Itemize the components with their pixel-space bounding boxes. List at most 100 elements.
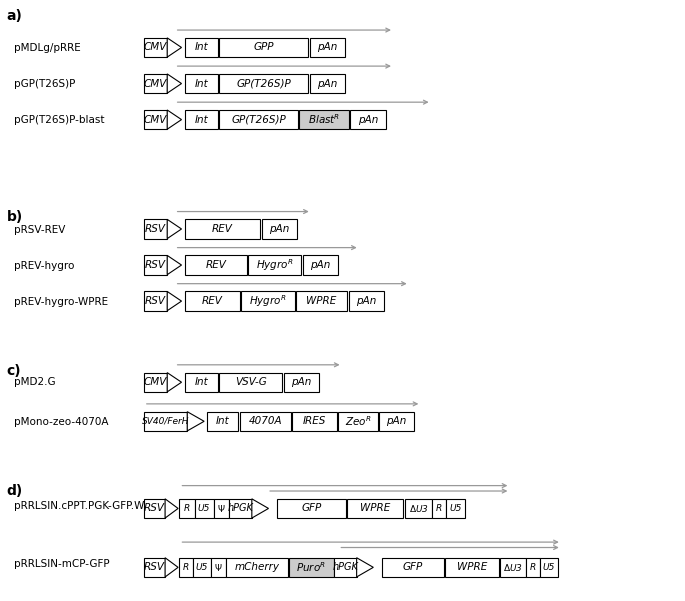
Polygon shape — [252, 499, 269, 518]
Text: Int: Int — [195, 377, 208, 387]
Text: RSV: RSV — [144, 563, 165, 572]
Bar — [446, 499, 465, 518]
Bar — [248, 255, 301, 275]
Bar — [540, 558, 558, 577]
Bar — [219, 74, 308, 93]
Polygon shape — [357, 558, 373, 577]
Text: WPRE: WPRE — [457, 563, 487, 572]
Text: REV: REV — [202, 296, 223, 306]
Text: pMDLg/pRRE: pMDLg/pRRE — [14, 43, 80, 53]
Bar — [219, 110, 298, 129]
Bar — [262, 219, 297, 239]
Bar — [219, 38, 308, 57]
Text: hPGK: hPGK — [227, 504, 253, 513]
Bar — [500, 558, 526, 577]
Text: WPRE: WPRE — [306, 296, 337, 306]
Bar — [284, 373, 319, 392]
Text: IRES: IRES — [303, 416, 327, 426]
Text: R: R — [530, 563, 536, 572]
Polygon shape — [167, 373, 182, 392]
Text: pAn: pAn — [310, 260, 331, 270]
Bar — [179, 558, 193, 577]
Bar — [382, 558, 444, 577]
Bar — [144, 219, 167, 239]
Bar — [185, 110, 218, 129]
Text: Hygro$^R$: Hygro$^R$ — [249, 293, 286, 309]
Text: $\Delta$U3: $\Delta$U3 — [503, 562, 523, 573]
Text: RSV: RSV — [145, 260, 166, 270]
Text: U5: U5 — [196, 563, 208, 572]
Bar — [226, 558, 288, 577]
Text: 4070A: 4070A — [249, 416, 282, 426]
Text: pAn: pAn — [291, 377, 312, 387]
Polygon shape — [167, 110, 182, 129]
Text: Hygro$^R$: Hygro$^R$ — [256, 257, 293, 273]
Bar — [185, 291, 240, 311]
Text: $\Psi$: $\Psi$ — [217, 503, 225, 514]
Text: c): c) — [7, 364, 21, 377]
Bar — [350, 110, 386, 129]
Bar — [144, 110, 167, 129]
Text: CMV: CMV — [144, 115, 167, 124]
Bar — [211, 558, 226, 577]
Bar — [296, 291, 347, 311]
Text: pGP(T26S)P-blast: pGP(T26S)P-blast — [14, 115, 104, 125]
Text: pRRLSIN.cPPT.PGK-GFP.WPRE: pRRLSIN.cPPT.PGK-GFP.WPRE — [14, 501, 164, 511]
Bar — [303, 255, 338, 275]
Text: CMV: CMV — [144, 43, 167, 52]
Bar — [292, 412, 337, 431]
Bar — [185, 219, 260, 239]
Bar — [334, 558, 357, 577]
Text: hPGK: hPGK — [332, 563, 358, 572]
Text: GFP: GFP — [403, 563, 423, 572]
Bar — [185, 255, 247, 275]
Text: Int: Int — [216, 416, 229, 426]
Text: Int: Int — [195, 43, 208, 52]
Text: pREV-hygro-WPRE: pREV-hygro-WPRE — [14, 297, 108, 307]
Bar — [229, 499, 252, 518]
Text: b): b) — [7, 210, 23, 224]
Bar — [193, 558, 211, 577]
Bar — [185, 74, 218, 93]
Text: GP(T26S)P: GP(T26S)P — [236, 79, 291, 88]
Text: Zeo$^R$: Zeo$^R$ — [345, 415, 371, 428]
Text: $\Delta$U3: $\Delta$U3 — [408, 503, 429, 514]
Text: pAn: pAn — [356, 296, 377, 306]
Bar — [144, 74, 167, 93]
Text: Int: Int — [195, 115, 208, 124]
Text: WPRE: WPRE — [360, 504, 390, 513]
Text: U5: U5 — [198, 504, 210, 513]
Text: pAn: pAn — [386, 416, 407, 426]
Bar — [379, 412, 414, 431]
Text: U5: U5 — [543, 563, 555, 572]
Bar — [144, 373, 167, 392]
Bar — [310, 38, 345, 57]
Bar — [445, 558, 499, 577]
Text: pGP(T26S)P: pGP(T26S)P — [14, 79, 75, 89]
Bar — [432, 499, 446, 518]
Text: GPP: GPP — [253, 43, 274, 52]
Text: pAn: pAn — [317, 43, 338, 52]
Text: pMD2.G: pMD2.G — [14, 377, 55, 386]
Text: Int: Int — [195, 79, 208, 88]
Text: REV: REV — [212, 224, 233, 234]
Text: pRSV-REV: pRSV-REV — [14, 225, 65, 234]
Bar — [347, 499, 403, 518]
Text: RSV: RSV — [145, 296, 166, 306]
Text: GP(T26S)P: GP(T26S)P — [232, 115, 286, 124]
Text: SV40/FerH: SV40/FerH — [142, 417, 189, 426]
Text: R: R — [183, 563, 190, 572]
Bar — [179, 499, 195, 518]
Text: Puro$^R$: Puro$^R$ — [297, 561, 326, 574]
Bar — [289, 558, 334, 577]
Text: mCherry: mCherry — [234, 563, 279, 572]
Bar — [195, 499, 214, 518]
Polygon shape — [167, 74, 182, 93]
Text: $\Psi$: $\Psi$ — [214, 562, 223, 573]
Polygon shape — [167, 38, 182, 57]
Polygon shape — [165, 558, 178, 577]
Bar — [277, 499, 346, 518]
Text: pRRLSIN-mCP-GFP: pRRLSIN-mCP-GFP — [14, 559, 110, 569]
Polygon shape — [167, 219, 182, 239]
Bar — [240, 412, 291, 431]
